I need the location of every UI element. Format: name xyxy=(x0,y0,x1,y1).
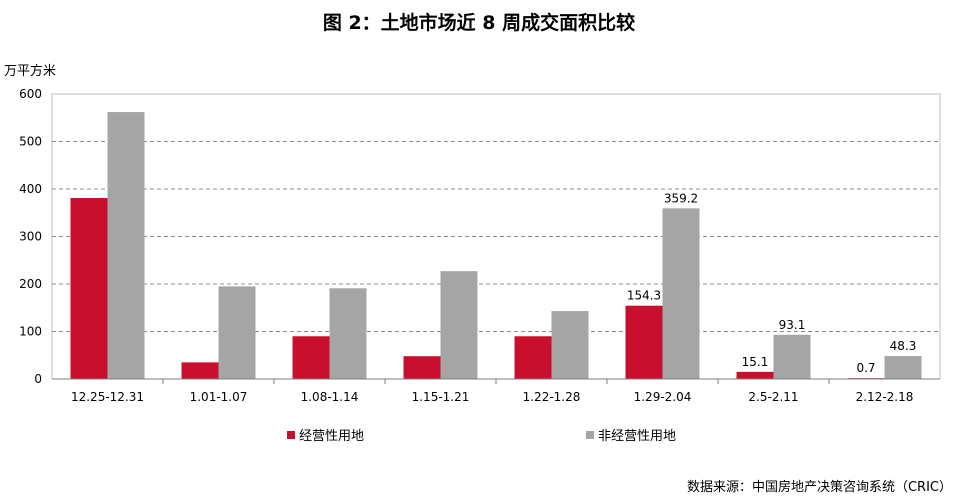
x-category-label: 1.08-1.14 xyxy=(301,390,359,404)
y-tick-label: 200 xyxy=(19,277,42,291)
bar-noncommercial-land xyxy=(440,271,478,379)
data-label: 359.2 xyxy=(664,191,698,205)
legend-swatch xyxy=(586,431,594,439)
bar-noncommercial-land xyxy=(329,288,367,379)
bar-commercial-land xyxy=(625,305,663,379)
bar-noncommercial-land xyxy=(662,208,700,379)
bar-noncommercial-land xyxy=(218,286,256,379)
bar-noncommercial-land xyxy=(551,311,589,379)
x-category-label: 2.5-2.11 xyxy=(748,390,798,404)
y-axis-unit-label: 万平方米 xyxy=(4,64,57,79)
bar-noncommercial-land xyxy=(773,334,811,379)
y-tick-label: 500 xyxy=(19,135,42,149)
x-category-label: 1.15-1.21 xyxy=(412,390,470,404)
data-label: 15.1 xyxy=(742,355,769,369)
chart-title: 图 2：土地市场近 8 周成交面积比较 xyxy=(322,12,636,34)
bar-commercial-land xyxy=(181,362,219,379)
y-tick-label: 600 xyxy=(19,87,42,101)
x-category-label: 1.22-1.28 xyxy=(523,390,581,404)
data-label: 0.7 xyxy=(856,361,875,375)
data-label: 93.1 xyxy=(779,318,806,332)
legend-swatch xyxy=(287,431,295,439)
x-category-label: 1.01-1.07 xyxy=(190,390,248,404)
y-tick-label: 400 xyxy=(19,182,42,196)
data-source-note: 数据来源：中国房地产决策咨询系统（CRIC） xyxy=(686,480,952,495)
data-label: 154.3 xyxy=(627,289,661,303)
x-category-label: 1.29-2.04 xyxy=(634,390,692,404)
bar-commercial-land xyxy=(70,198,108,379)
legend-label: 非经营性用地 xyxy=(598,429,676,444)
bar-commercial-land xyxy=(736,371,774,379)
bar-noncommercial-land xyxy=(107,112,145,380)
x-category-label: 12.25-12.31 xyxy=(71,390,144,404)
bar-commercial-land xyxy=(403,356,441,379)
bar-commercial-land xyxy=(514,336,552,379)
legend-label: 经营性用地 xyxy=(299,429,364,444)
bar-commercial-land xyxy=(292,336,330,379)
bar-noncommercial-land xyxy=(884,356,922,379)
x-category-label: 2.12-2.18 xyxy=(856,390,914,404)
y-tick-label: 0 xyxy=(34,372,42,386)
y-tick-label: 300 xyxy=(19,230,42,244)
y-tick-label: 100 xyxy=(19,325,42,339)
data-label: 48.3 xyxy=(890,339,917,353)
